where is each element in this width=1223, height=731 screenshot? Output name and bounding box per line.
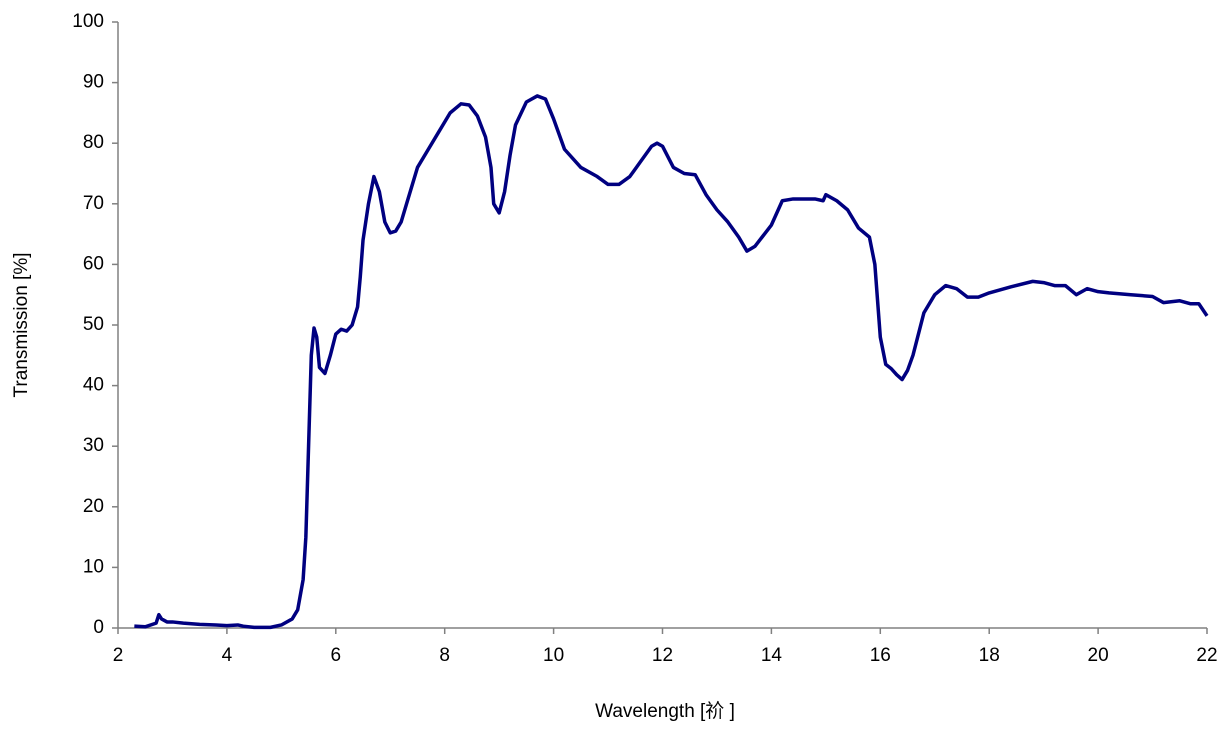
x-tick-label: 8: [439, 645, 450, 666]
x-tick-label: 22: [1196, 645, 1217, 666]
x-tick-label: 18: [979, 645, 1000, 666]
y-tick-label: 90: [83, 72, 104, 93]
x-tick-label: 12: [652, 645, 673, 666]
x-tick-label: 20: [1088, 645, 1109, 666]
y-tick-label: 10: [83, 556, 104, 577]
y-tick-label: 70: [83, 193, 104, 214]
x-tick-label: 4: [222, 645, 233, 666]
x-axis-title: Wavelength [祄 ]: [595, 700, 735, 722]
y-tick-label: 30: [83, 435, 104, 456]
y-tick-label: 0: [93, 617, 104, 638]
line: [134, 94, 1209, 630]
x-tick-label: 10: [543, 645, 564, 666]
y-tick-label: 20: [83, 496, 104, 517]
y-tick-label: 60: [83, 253, 104, 274]
y-tick-label: 40: [83, 375, 104, 396]
x-tick-label: 2: [113, 645, 124, 666]
y-tick-label: 80: [83, 132, 104, 153]
y-axis-title: Transmission [%]: [11, 253, 32, 398]
y-tick-label: 100: [72, 11, 104, 32]
x-tick-label: 14: [761, 645, 783, 666]
x-tick-label: 16: [870, 645, 891, 666]
y-tick-label: 50: [83, 314, 104, 335]
x-tick-label: 6: [331, 645, 342, 666]
